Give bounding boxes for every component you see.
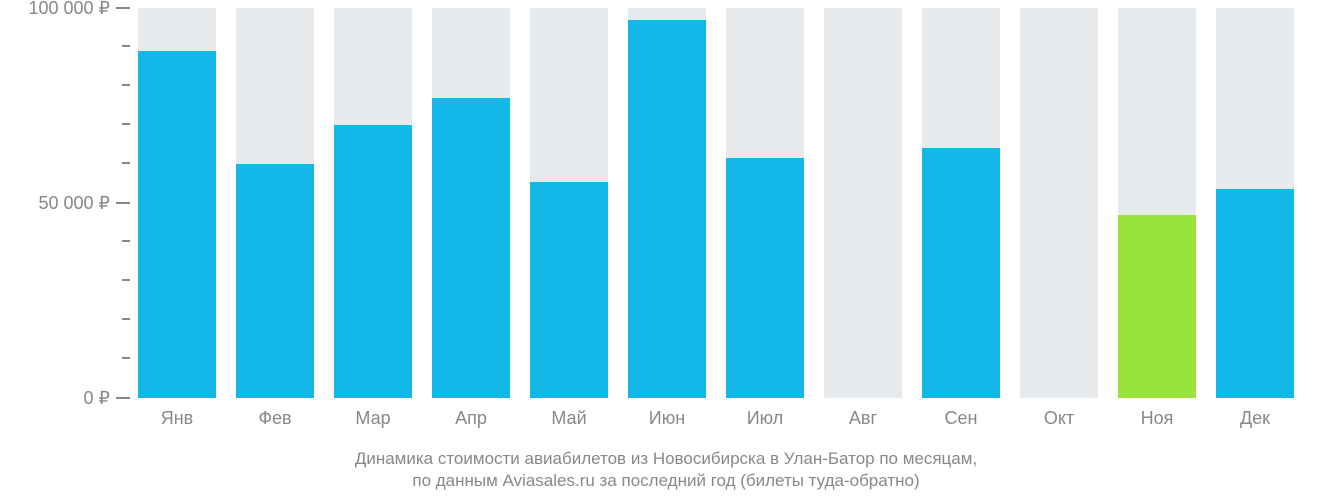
- caption-line-2: по данным Aviasales.ru за последний год …: [0, 470, 1332, 492]
- caption-line-1: Динамика стоимости авиабилетов из Новоси…: [0, 448, 1332, 470]
- price-by-month-chart: 0 ₽50 000 ₽100 000 ₽ ЯнвФевМарАпрМайИюнИ…: [0, 0, 1332, 502]
- chart-caption: Динамика стоимости авиабилетов из Новоси…: [0, 0, 1332, 492]
